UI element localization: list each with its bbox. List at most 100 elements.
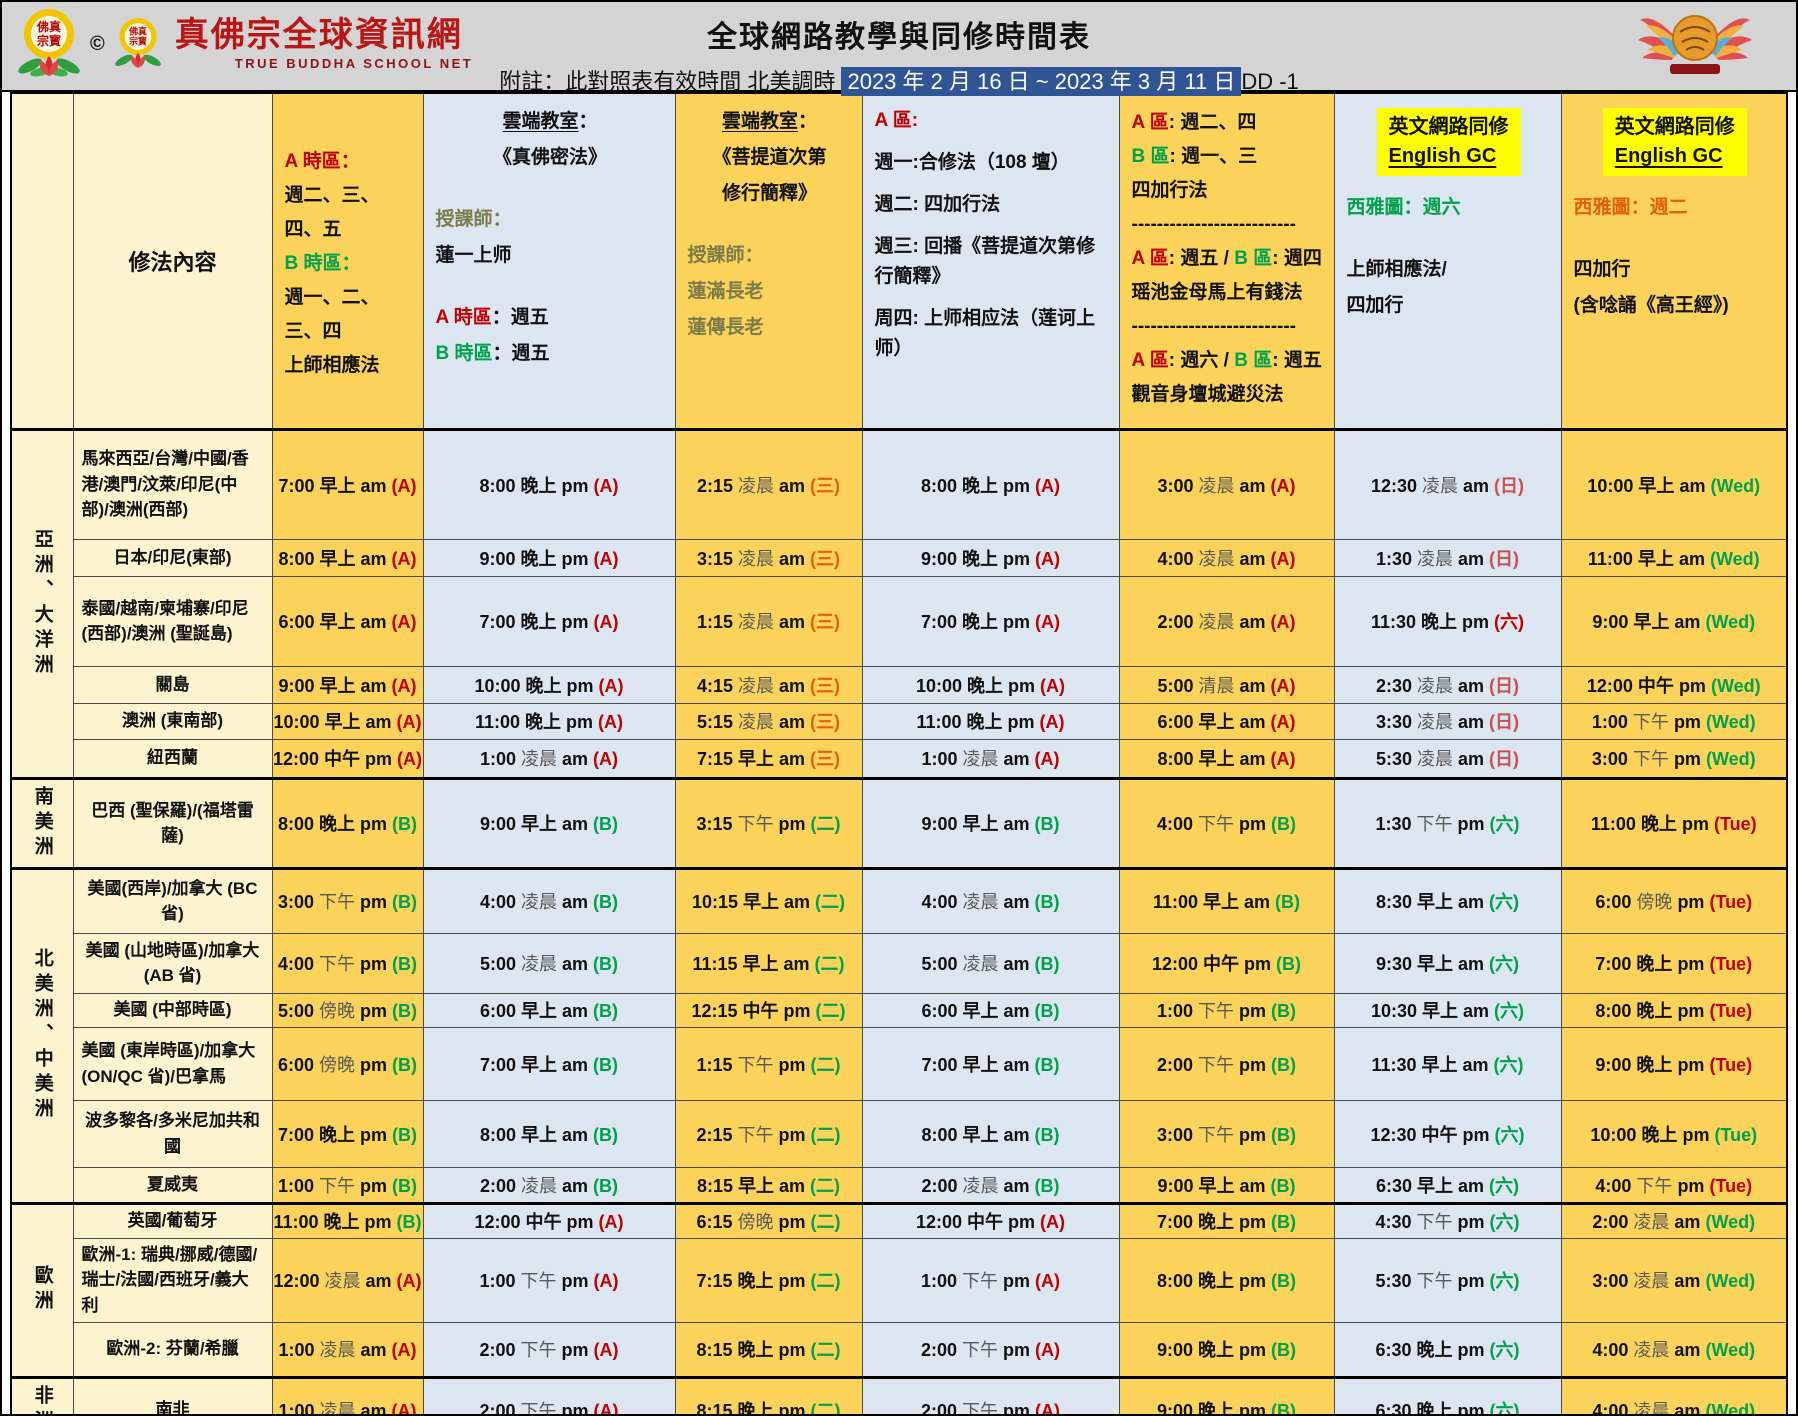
region-name: 歐洲-1: 瑞典/挪威/德國/瑞士/法國/西班牙/義大利 [72, 1237, 273, 1323]
table-row: 美國 (山地時區)/加拿大 (AB 省) 4:00 下午 pm (B) 5:00 凌… [11, 932, 1788, 994]
time-cell: 9:00 早上 am (Wed) [1560, 575, 1788, 667]
time-cell: 6:00 早上 am (A) [271, 575, 424, 667]
time-cell: 9:00 早上 am (B) [422, 776, 676, 869]
time-cell: 1:00 凌晨 am (A) [422, 738, 676, 779]
region-name: 波多黎各/多米尼加共和國 [72, 1099, 273, 1168]
time-cell: 12:30 凌晨 am (日) [1333, 427, 1562, 540]
time-cell: 11:00 晚上 pm (Tue) [1560, 776, 1788, 869]
time-cell: 2:00 下午 pm (A) [422, 1321, 676, 1378]
time-cell: 7:00 晚上 pm (A) [422, 575, 676, 667]
column-header-guru-yoga: A 時區： 週二、三、四、五 B 時區： 週一、二、三、四 上師相應法 [271, 92, 424, 431]
time-cell: 8:00 早上 am (B) [861, 1099, 1120, 1168]
table-row: 歐洲-1: 瑞典/挪威/德國/瑞士/法國/西班牙/義大利 12:00 凌晨 am … [11, 1237, 1788, 1323]
title-block: 全球網路教學與同修時間表 附註：此對照表有效時間 北美調時 2023 年 2 月… [349, 12, 1449, 96]
time-cell: 1:30 凌晨 am (日) [1333, 538, 1562, 577]
time-cell: 5:00 傍晚 pm (B) [271, 992, 424, 1028]
region-group-label: 北美洲、中美洲 [10, 866, 74, 1204]
time-cell: 1:15 下午 pm (二) [674, 1026, 863, 1101]
table-row: 美國 (中部時區) 5:00 傍晚 pm (B) 6:00 早上 am (B) 12:… [11, 992, 1788, 1028]
time-cell: 7:15 早上 am (三) [674, 738, 863, 779]
column-header-zone-ab-practices: A 區: 週二、四 B 區: 週一、三 四加行法 ------------------… [1118, 92, 1335, 431]
time-cell: 6:30 晚上 pm (六) [1333, 1321, 1562, 1378]
time-cell: 9:00 晚上 pm (A) [422, 538, 676, 577]
time-cell: 8:00 早上 am (A) [1118, 738, 1335, 779]
time-cell: 6:00 早上 am (A) [1118, 702, 1335, 740]
time-cell: 12:00 中午 pm (B) [1118, 932, 1335, 994]
region-name: 英國/葡萄牙 [72, 1201, 273, 1239]
table-row: 紐西蘭 12:00 中午 pm (A) 1:00 凌晨 am (A) 7:15 早上 … [11, 738, 1788, 779]
time-cell: 5:30 下午 pm (六) [1333, 1237, 1562, 1323]
time-cell: 9:00 早上 am (A) [271, 665, 424, 704]
schedule-table: 修法內容 A 時區： 週二、三、四、五 B 時區： 週一、二、三、四 上師相應法 雲端教室：… [10, 92, 1788, 1414]
region-name: 紐西蘭 [72, 738, 273, 779]
region-name: 澳洲 (東南部) [72, 702, 273, 740]
time-cell: 9:00 晚上 pm (A) [861, 538, 1120, 577]
time-cell: 11:00 晚上 pm (B) [271, 1201, 424, 1239]
time-cell: 8:00 早上 am (B) [422, 1099, 676, 1168]
time-cell: 4:00 下午 pm (B) [271, 932, 424, 994]
time-cell: 7:00 晚上 pm (B) [1118, 1201, 1335, 1239]
time-cell: 10:00 晚上 pm (A) [422, 665, 676, 704]
time-cell: 8:15 晚上 pm (二) [674, 1321, 863, 1378]
time-cell: 10:00 早上 am (A) [271, 702, 424, 740]
time-cell: 9:00 晚上 pm (B) [1118, 1321, 1335, 1378]
tbs-crest-small-icon: 佛真 宗寳 [114, 18, 161, 68]
time-cell: 6:30 晚上 pm (六) [1333, 1375, 1562, 1414]
column-header-cloud-true-buddha: 雲端教室： 《真佛密法》 授課師： 蓮一上师 A 時區：週五 B 時區：週五 [422, 92, 676, 431]
time-cell: 8:00 晚上 pm (B) [271, 776, 424, 869]
time-cell: 12:30 中午 pm (六) [1333, 1099, 1562, 1168]
brand-block: 佛真 宗寳 © 佛真 宗寳 [18, 6, 473, 82]
table-row: 歐洲 英國/葡萄牙 11:00 晚上 pm (B) 12:00 中午 pm (A) 6:… [10, 1201, 1788, 1378]
table-row: 美國 (東岸時區)/加拿大 (ON/QC 省)/巴拿馬 6:00 傍晚 pm (B… [11, 1026, 1788, 1101]
time-cell: 3:15 凌晨 am (三) [674, 538, 863, 577]
time-cell: 7:00 早上 am (B) [861, 1026, 1120, 1101]
time-cell: 2:00 凌晨 am (A) [1118, 575, 1335, 667]
table-row: 北美洲、中美洲 美國(西岸)/加拿大 (BC 省) 3:00 下午 pm (B) 4:… [10, 866, 1788, 1204]
table-row: 波多黎各/多米尼加共和國 7:00 晚上 pm (B) 8:00 早上 am (B)… [11, 1099, 1788, 1168]
region-name: 夏威夷 [72, 1166, 273, 1204]
date-range-highlight: 2023 年 2 月 16 日 ~ 2023 年 3 月 11 日 [841, 67, 1242, 96]
time-cell: 1:00 下午 pm (A) [422, 1237, 676, 1323]
time-cell: 12:00 中午 pm (A) [861, 1201, 1120, 1239]
table-row: 南美洲 巴西 (聖保羅)/(福塔雷薩) 8:00 晚上 pm (B) 9:00 早上 … [10, 776, 1788, 869]
tbs-crest-icon: 佛真 宗寳 [18, 9, 80, 77]
time-cell: 8:30 早上 am (六) [1333, 866, 1562, 934]
time-cell: 7:15 晚上 pm (二) [674, 1237, 863, 1323]
time-cell: 4:00 凌晨 am (Wed) [1560, 1375, 1788, 1414]
time-cell: 8:00 晚上 pm (Tue) [1560, 992, 1788, 1028]
time-cell: 11:00 早上 am (B) [1118, 866, 1335, 934]
region-group-label: 南美洲 [10, 776, 74, 869]
time-cell: 11:30 晚上 pm (六) [1333, 575, 1562, 667]
schedule-table-wrap: 修法內容 A 時區： 週二、三、四、五 B 時區： 週一、二、三、四 上師相應法 雲端教室：… [10, 92, 1790, 1414]
time-cell: 12:00 中午 pm (A) [422, 1201, 676, 1239]
time-cell: 4:00 凌晨 am (B) [422, 866, 676, 934]
time-cell: 5:00 清晨 am (A) [1118, 665, 1335, 704]
time-cell: 10:15 早上 am (二) [674, 866, 863, 934]
time-cell: 11:00 晚上 pm (A) [861, 702, 1120, 740]
time-cell: 6:15 傍晚 pm (二) [674, 1201, 863, 1239]
note-prefix: 附註：此對照表有效時間 北美調時 [499, 69, 836, 94]
time-cell: 11:15 早上 am (二) [674, 932, 863, 994]
time-cell: 2:30 凌晨 am (日) [1333, 665, 1562, 704]
time-cell: 4:00 凌晨 am (A) [1118, 538, 1335, 577]
time-cell: 10:30 早上 am (六) [1333, 992, 1562, 1028]
region-name: 泰國/越南/柬埔寨/印尼(西部)/澳洲 (聖誕島) [72, 575, 273, 667]
time-cell: 8:15 晚上 pm (二) [674, 1375, 863, 1414]
column-header-cloud-lamrim: 雲端教室： 《菩提道次第 修行簡釋》 授課師： 蓮滿長老 蓮傳長老 [674, 92, 863, 431]
time-cell: 2:15 下午 pm (二) [674, 1099, 863, 1168]
time-cell: 10:00 早上 am (Wed) [1560, 427, 1788, 540]
time-cell: 3:00 下午 pm (B) [1118, 1099, 1335, 1168]
time-cell: 2:00 下午 pm (B) [1118, 1026, 1335, 1101]
time-cell: 3:00 下午 pm (B) [271, 866, 424, 934]
time-cell: 8:00 早上 am (A) [271, 538, 424, 577]
time-cell: 5:00 凌晨 am (B) [422, 932, 676, 994]
time-cell: 2:00 凌晨 am (Wed) [1560, 1201, 1788, 1239]
time-cell: 2:15 凌晨 am (三) [674, 427, 863, 540]
time-cell: 11:30 早上 am (六) [1333, 1026, 1562, 1101]
svg-text:佛真: 佛真 [128, 25, 147, 36]
time-cell: 6:30 早上 am (六) [1333, 1166, 1562, 1204]
validity-note: 附註：此對照表有效時間 北美調時 2023 年 2 月 16 日 ~ 2023 … [349, 64, 1449, 96]
yellow-highlight-wrap: 英文網路同修 English GC [1574, 106, 1777, 192]
table-row: 泰國/越南/柬埔寨/印尼(西部)/澳洲 (聖誕島) 6:00 早上 am (A) 7… [11, 575, 1788, 667]
